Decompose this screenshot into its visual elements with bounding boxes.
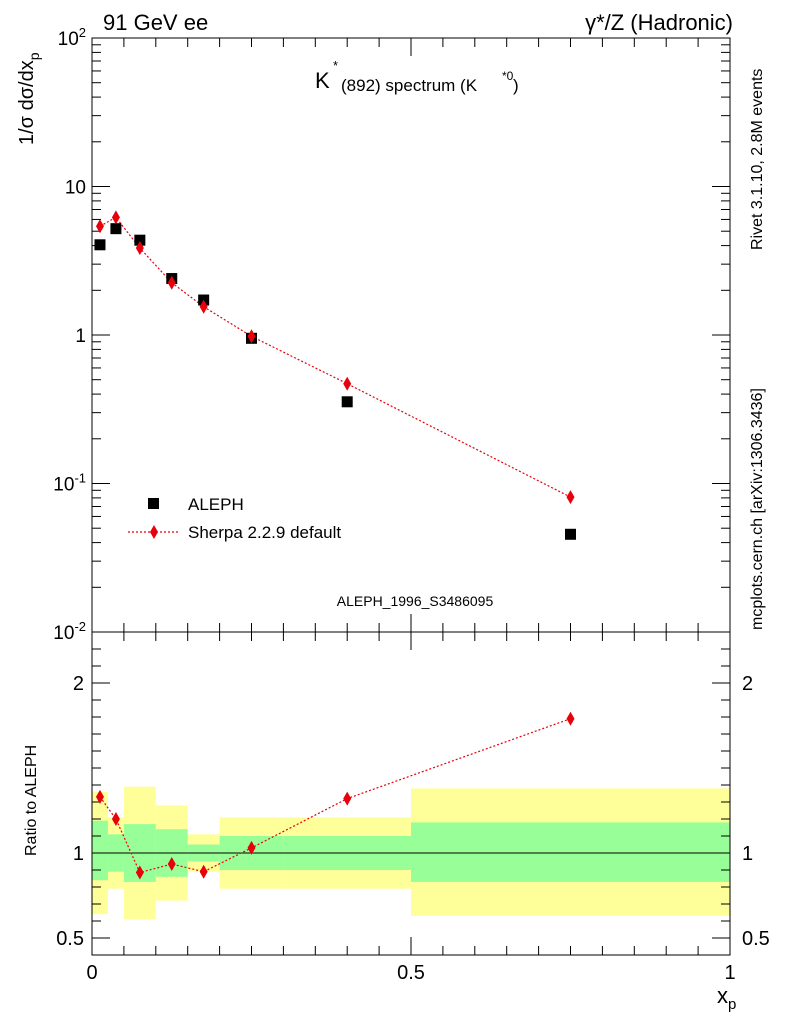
legend: ALEPH Sherpa 2.2.9 default xyxy=(128,495,341,542)
legend-sherpa-marker xyxy=(150,525,158,539)
ratio-y-tick-label: 0.5 xyxy=(56,928,84,950)
sherpa-point xyxy=(247,329,256,344)
ratio-line xyxy=(99,718,571,874)
y-tick-label: 10 xyxy=(65,178,86,199)
ratio-y-tick-label-right: 2 xyxy=(742,673,753,695)
sherpa-point xyxy=(343,376,352,391)
sherpa-point xyxy=(199,299,208,314)
main-ylabel: 1/σ dσ/dxp xyxy=(16,52,42,145)
y-tick-label: 10-1 xyxy=(53,471,86,496)
y-tick-label: 102 xyxy=(58,25,86,50)
ratio-y-tick-label: 2 xyxy=(73,673,84,695)
aleph-point xyxy=(341,396,353,408)
aleph-point xyxy=(134,234,146,246)
ratio-point xyxy=(343,791,352,806)
sherpa-point xyxy=(167,275,176,290)
main-title: K * (892) spectrum (K *0 ) xyxy=(315,58,519,95)
sherpa-line xyxy=(99,216,571,498)
ratio-point xyxy=(247,840,256,855)
header-left: 91 GeV ee xyxy=(103,10,208,35)
legend-aleph-marker xyxy=(148,498,159,509)
sherpa-point xyxy=(111,210,120,225)
band-inner xyxy=(411,822,730,882)
x-tick-label: 0.5 xyxy=(397,962,425,984)
x-tick-label: 0 xyxy=(86,962,97,984)
ratio-panel: 0.5 0.51 12 20 0.5 1 xyxy=(56,631,770,984)
sherpa-point xyxy=(95,219,104,234)
ratio-point xyxy=(111,812,120,826)
main-title-close: ) xyxy=(513,76,519,95)
legend-aleph-label: ALEPH xyxy=(188,495,244,514)
svg-text:1/σ dσ/dxp: 1/σ dσ/dxp xyxy=(16,52,42,145)
x-tick-label: 1 xyxy=(724,962,735,984)
aleph-point xyxy=(110,223,122,235)
band-inner xyxy=(92,820,108,881)
main-title-k: K xyxy=(315,68,330,93)
main-title-star: * xyxy=(333,58,338,73)
ratio-y-tick-label: 1 xyxy=(73,843,84,865)
ratio-y-tick-label-right: 0.5 xyxy=(742,928,770,950)
header-right: γ*/Z (Hadronic) xyxy=(585,10,733,35)
ratio-point xyxy=(199,864,208,879)
main-panel: 10-2 10-1 1 10 102 xyxy=(53,25,731,644)
y-tick-label: 10-2 xyxy=(53,619,86,644)
ratio-y-tick-label-right: 1 xyxy=(742,843,753,865)
ratio-point xyxy=(167,857,176,872)
sherpa-point xyxy=(135,241,144,256)
aleph-point xyxy=(565,528,576,540)
mcplots-label: mcplots.cern.ch [arXiv:1306.3436] xyxy=(749,388,766,630)
main-title-rest: (892) spectrum (K xyxy=(341,76,478,95)
main-title-sup: *0 xyxy=(502,69,514,83)
legend-sherpa-label: Sherpa 2.2.9 default xyxy=(188,523,341,542)
ratio-point xyxy=(95,789,104,804)
sherpa-point xyxy=(566,490,575,505)
watermark: ALEPH_1996_S3486095 xyxy=(337,593,494,609)
aleph-point xyxy=(94,239,106,251)
ratio-ylabel: Ratio to ALEPH xyxy=(23,745,40,856)
xaxis-label: xp xyxy=(717,983,736,1013)
ratio-point xyxy=(566,711,575,726)
ratio-point xyxy=(135,865,144,880)
main-frame xyxy=(91,37,731,633)
rivet-label: Rivet 3.1.10, 2.8M events xyxy=(749,69,766,250)
y-tick-label: 1 xyxy=(75,326,86,347)
